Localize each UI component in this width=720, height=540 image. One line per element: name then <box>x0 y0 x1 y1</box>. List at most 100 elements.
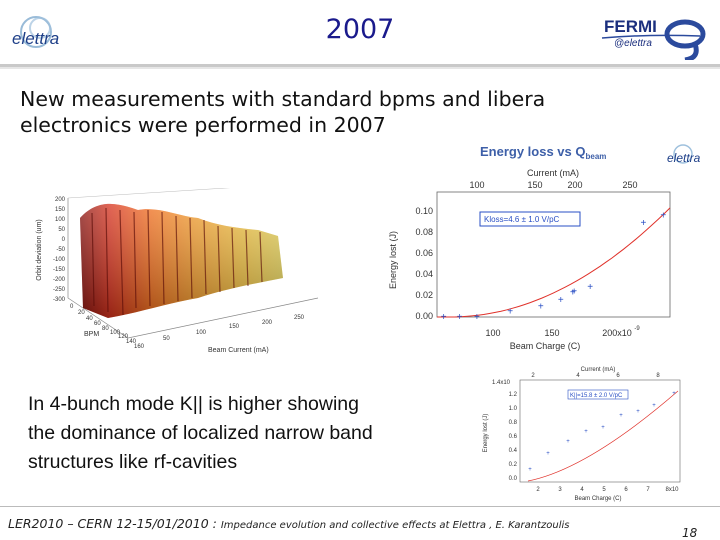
data-point: + <box>601 425 605 431</box>
intro-line-1: New measurements with standard bpms and … <box>20 87 546 111</box>
data-point: + <box>558 295 564 306</box>
small-y-tick: 1.0 <box>509 406 518 412</box>
bpm-tick: 100 <box>110 330 121 336</box>
data-point: + <box>528 467 532 473</box>
small-y-tick: 0.6 <box>509 434 518 440</box>
svg-text:elettra: elettra <box>12 29 59 48</box>
bpm-axis-label: BPM <box>84 331 99 338</box>
bpm-tick: 60 <box>94 321 101 327</box>
bpm-tick: 0 <box>70 304 74 310</box>
data-point: + <box>538 301 544 312</box>
small-y-tick: 1.2 <box>509 392 518 398</box>
small-y-tick: 0.0 <box>509 476 518 482</box>
four-bunch-energy-chart: Current (mA) 2 4 6 8 1.4x10 K||=15.8 ± 2… <box>483 367 681 502</box>
small-x-tick: 4 <box>580 487 584 493</box>
small-y-axis-label: Energy lost (J) <box>483 414 489 453</box>
y-tick: 0.04 <box>415 269 433 279</box>
data-point: + <box>571 286 577 297</box>
fit-label: Kloss=4.6 ± 1.0 V/pC <box>484 215 560 224</box>
bpm-tick: 160 <box>134 344 145 350</box>
top-tick: 100 <box>469 180 484 190</box>
data-point: + <box>672 391 676 397</box>
y-tick: 0.10 <box>415 206 433 216</box>
data-point: + <box>636 409 640 415</box>
z-tick: 0 <box>62 237 66 243</box>
small-y-tick: 0.8 <box>509 420 518 426</box>
z-tick: 150 <box>55 207 66 213</box>
footer-text: LER2010 – CERN 12-15/01/2010 : Impedance… <box>8 516 569 531</box>
z-tick: -100 <box>53 257 66 263</box>
footer-conference: LER2010 – CERN 12-15/01/2010 : <box>8 516 217 531</box>
x-axis-label: Beam Charge (C) <box>510 341 581 351</box>
bpm-tick: 140 <box>126 339 137 345</box>
small-y-tick: 0.2 <box>509 462 518 468</box>
small-x-tick: 5 <box>602 487 606 493</box>
y-tick: 0.06 <box>415 248 433 258</box>
z-tick: -300 <box>53 297 66 303</box>
z-tick: 50 <box>58 227 65 233</box>
data-point: + <box>566 439 570 445</box>
z-tick: -150 <box>53 267 66 273</box>
orbit-deviation-3d-plot: 200 150 100 50 0 -50 -100 -150 -200 -250… <box>36 188 319 354</box>
small-x-tick: 2 <box>536 487 540 493</box>
data-point: + <box>640 218 646 229</box>
small-points: + + + + + + + + + <box>528 391 676 473</box>
header-divider-shadow <box>0 67 720 69</box>
data-point: + <box>457 312 463 323</box>
z-tick: 200 <box>55 197 66 203</box>
y-tick: 0.08 <box>415 227 433 237</box>
top-tick: 150 <box>527 180 542 190</box>
y-tick: 0.02 <box>415 290 433 300</box>
small-y-tick: 0.4 <box>509 448 518 454</box>
small-top-tick: 6 <box>616 373 620 379</box>
small-top-tick: 8 <box>656 373 660 379</box>
data-point: + <box>619 413 623 419</box>
small-x-tick: 8x10 <box>665 487 679 493</box>
top-tick: 250 <box>622 180 637 190</box>
small-top-tick: 4 <box>576 373 580 379</box>
small-top-tick: 2 <box>531 373 535 379</box>
small-x-tick: 3 <box>558 487 562 493</box>
paragraph-line-3: structures like rf-cavities <box>28 451 238 473</box>
footer-divider <box>0 506 720 507</box>
z-tick: 100 <box>55 217 66 223</box>
z-tick: -250 <box>53 287 66 293</box>
y-axis-label: Energy lost (J) <box>388 231 398 289</box>
chart-title: Energy loss vs Qbeam <box>480 144 606 161</box>
z-tick: -50 <box>56 247 65 253</box>
current-tick: 100 <box>196 330 207 336</box>
top-axis-label: Current (mA) <box>527 168 579 178</box>
data-point: + <box>587 282 593 293</box>
current-axis-label: Beam Current (mA) <box>208 347 269 354</box>
footer-talk-title: Impedance evolution and collective effec… <box>220 520 570 531</box>
bpm-tick: 20 <box>78 310 85 316</box>
z-axis-label: Orbit deviation (um) <box>36 219 43 280</box>
svg-text:elettra: elettra <box>667 151 701 165</box>
paragraph-line-1: In 4-bunch mode K|| is higher showing <box>28 393 359 415</box>
data-point: + <box>474 312 480 323</box>
bpm-tick: 120 <box>118 334 129 340</box>
small-x-tick: 7 <box>646 487 650 493</box>
svg-text:@elettra: @elettra <box>614 38 652 49</box>
data-point: + <box>570 287 576 298</box>
elettra-logo: elettra <box>10 12 68 56</box>
x-tick: 150 <box>544 328 559 338</box>
small-fit-curve <box>527 390 679 482</box>
z-tick: -200 <box>53 277 66 283</box>
x-tick: 200x10 <box>602 328 632 338</box>
energy-loss-chart: Energy loss vs Qbeam elettra Current (mA… <box>388 144 701 351</box>
small-y-exponent: 1.4x10 <box>492 380 511 386</box>
fit-label-box <box>479 211 581 227</box>
intro-text: New measurements with standard bpms and … <box>20 86 545 138</box>
data-point: + <box>507 307 513 318</box>
data-point: + <box>441 312 447 323</box>
data-point: + <box>660 210 666 221</box>
small-x-tick: 6 <box>624 487 628 493</box>
data-point: + <box>584 429 588 435</box>
fit-curve <box>437 207 671 318</box>
current-tick: 150 <box>229 324 240 330</box>
current-tick: 200 <box>262 320 273 326</box>
elettra-small-logo: elettra <box>667 144 701 165</box>
x-tick-exponent: -9 <box>634 326 640 332</box>
x-tick: 100 <box>485 328 500 338</box>
